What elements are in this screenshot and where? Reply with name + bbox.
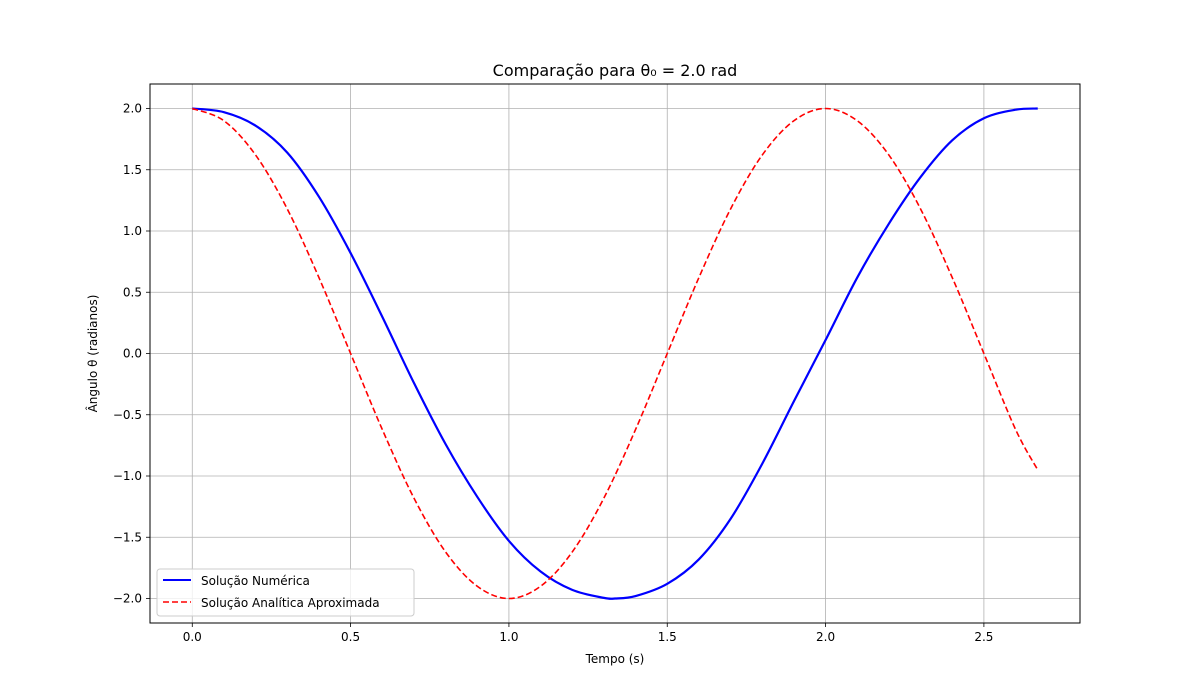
y-tick-label: 1.5 <box>123 163 142 177</box>
y-tick-label: 2.0 <box>123 102 142 116</box>
series-layer <box>191 107 1039 600</box>
x-tick-label: 0.5 <box>341 630 360 644</box>
y-tick-label: −1.0 <box>113 469 142 483</box>
series-line-1 <box>191 107 1039 600</box>
legend-label-analitica: Solução Analítica Aproximada <box>201 596 380 610</box>
x-axis-title: Tempo (s) <box>585 652 645 666</box>
y-tick-label: −2.0 <box>113 592 142 606</box>
legend-box <box>156 568 415 617</box>
y-axis-title: Ângulo θ (radianos) <box>85 295 100 413</box>
x-tick-label: 2.0 <box>816 630 835 644</box>
x-tick-label: 1.0 <box>499 630 518 644</box>
y-tick-label: −0.5 <box>113 408 142 422</box>
legend-label-numerica: Solução Numérica <box>201 574 310 588</box>
y-tick-label: 0.0 <box>123 347 142 361</box>
legend: Solução Numérica Solução Analítica Aprox… <box>156 568 415 617</box>
chart-title: Comparação para θ₀ = 2.0 rad <box>493 61 738 80</box>
x-tick-label: 0.0 <box>183 630 202 644</box>
y-tick-label: −1.5 <box>113 530 142 544</box>
y-tick-label: 1.0 <box>123 224 142 238</box>
y-tick-label: 0.5 <box>123 285 142 299</box>
x-tick-label: 1.5 <box>658 630 677 644</box>
x-tick-label: 2.5 <box>974 630 993 644</box>
series-line-0 <box>192 107 1038 600</box>
tick-layer: 0.0 0.5 1.0 1.5 2.0 2.5 −2.0 −1.5 −1.0 −0.5 0.0 0.5… <box>113 102 994 645</box>
grid-layer <box>150 84 1080 623</box>
